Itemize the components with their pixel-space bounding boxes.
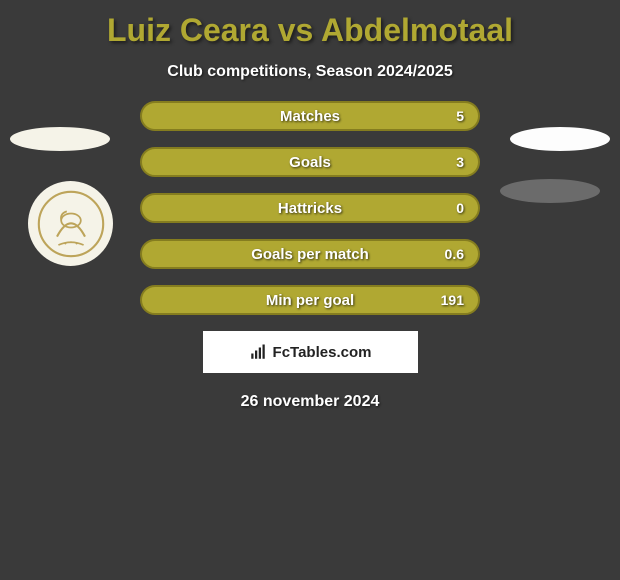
bar-chart-icon [249,343,267,361]
player-left-ellipse [10,127,110,151]
watermark-text: FcTables.com [273,344,372,361]
stat-bar-value: 191 [441,292,464,308]
stat-bar-label: Matches [280,108,340,125]
comparison-layout: Matches 5 Goals 3 Hattricks 0 Goals per match 0… [0,101,620,315]
watermark: FcTables.com [203,331,418,373]
stat-bar-value: 5 [456,108,464,124]
stat-bar: Goals 3 [140,147,480,177]
player-right-ellipse-bottom [500,179,600,203]
page-subtitle: Club competitions, Season 2024/2025 [0,63,620,81]
stat-bar-value: 0.6 [445,246,464,262]
stat-bar-value: 0 [456,200,464,216]
crest-icon [36,189,106,259]
player-left-crest [28,181,113,266]
stat-bar: Goals per match 0.6 [140,239,480,269]
stat-bars: Matches 5 Goals 3 Hattricks 0 Goals per match 0… [140,101,480,315]
stat-bar-value: 3 [456,154,464,170]
stat-bar: Hattricks 0 [140,193,480,223]
stat-bar-label: Min per goal [266,292,354,309]
stat-bar-label: Goals per match [251,246,369,263]
page-title: Luiz Ceara vs Abdelmotaal [0,0,620,49]
footer-date: 26 november 2024 [0,393,620,411]
stat-bar-label: Goals [289,154,331,171]
stat-bar-label: Hattricks [278,200,342,217]
stat-bar: Matches 5 [140,101,480,131]
player-right-ellipse-top [510,127,610,151]
stat-bar: Min per goal 191 [140,285,480,315]
